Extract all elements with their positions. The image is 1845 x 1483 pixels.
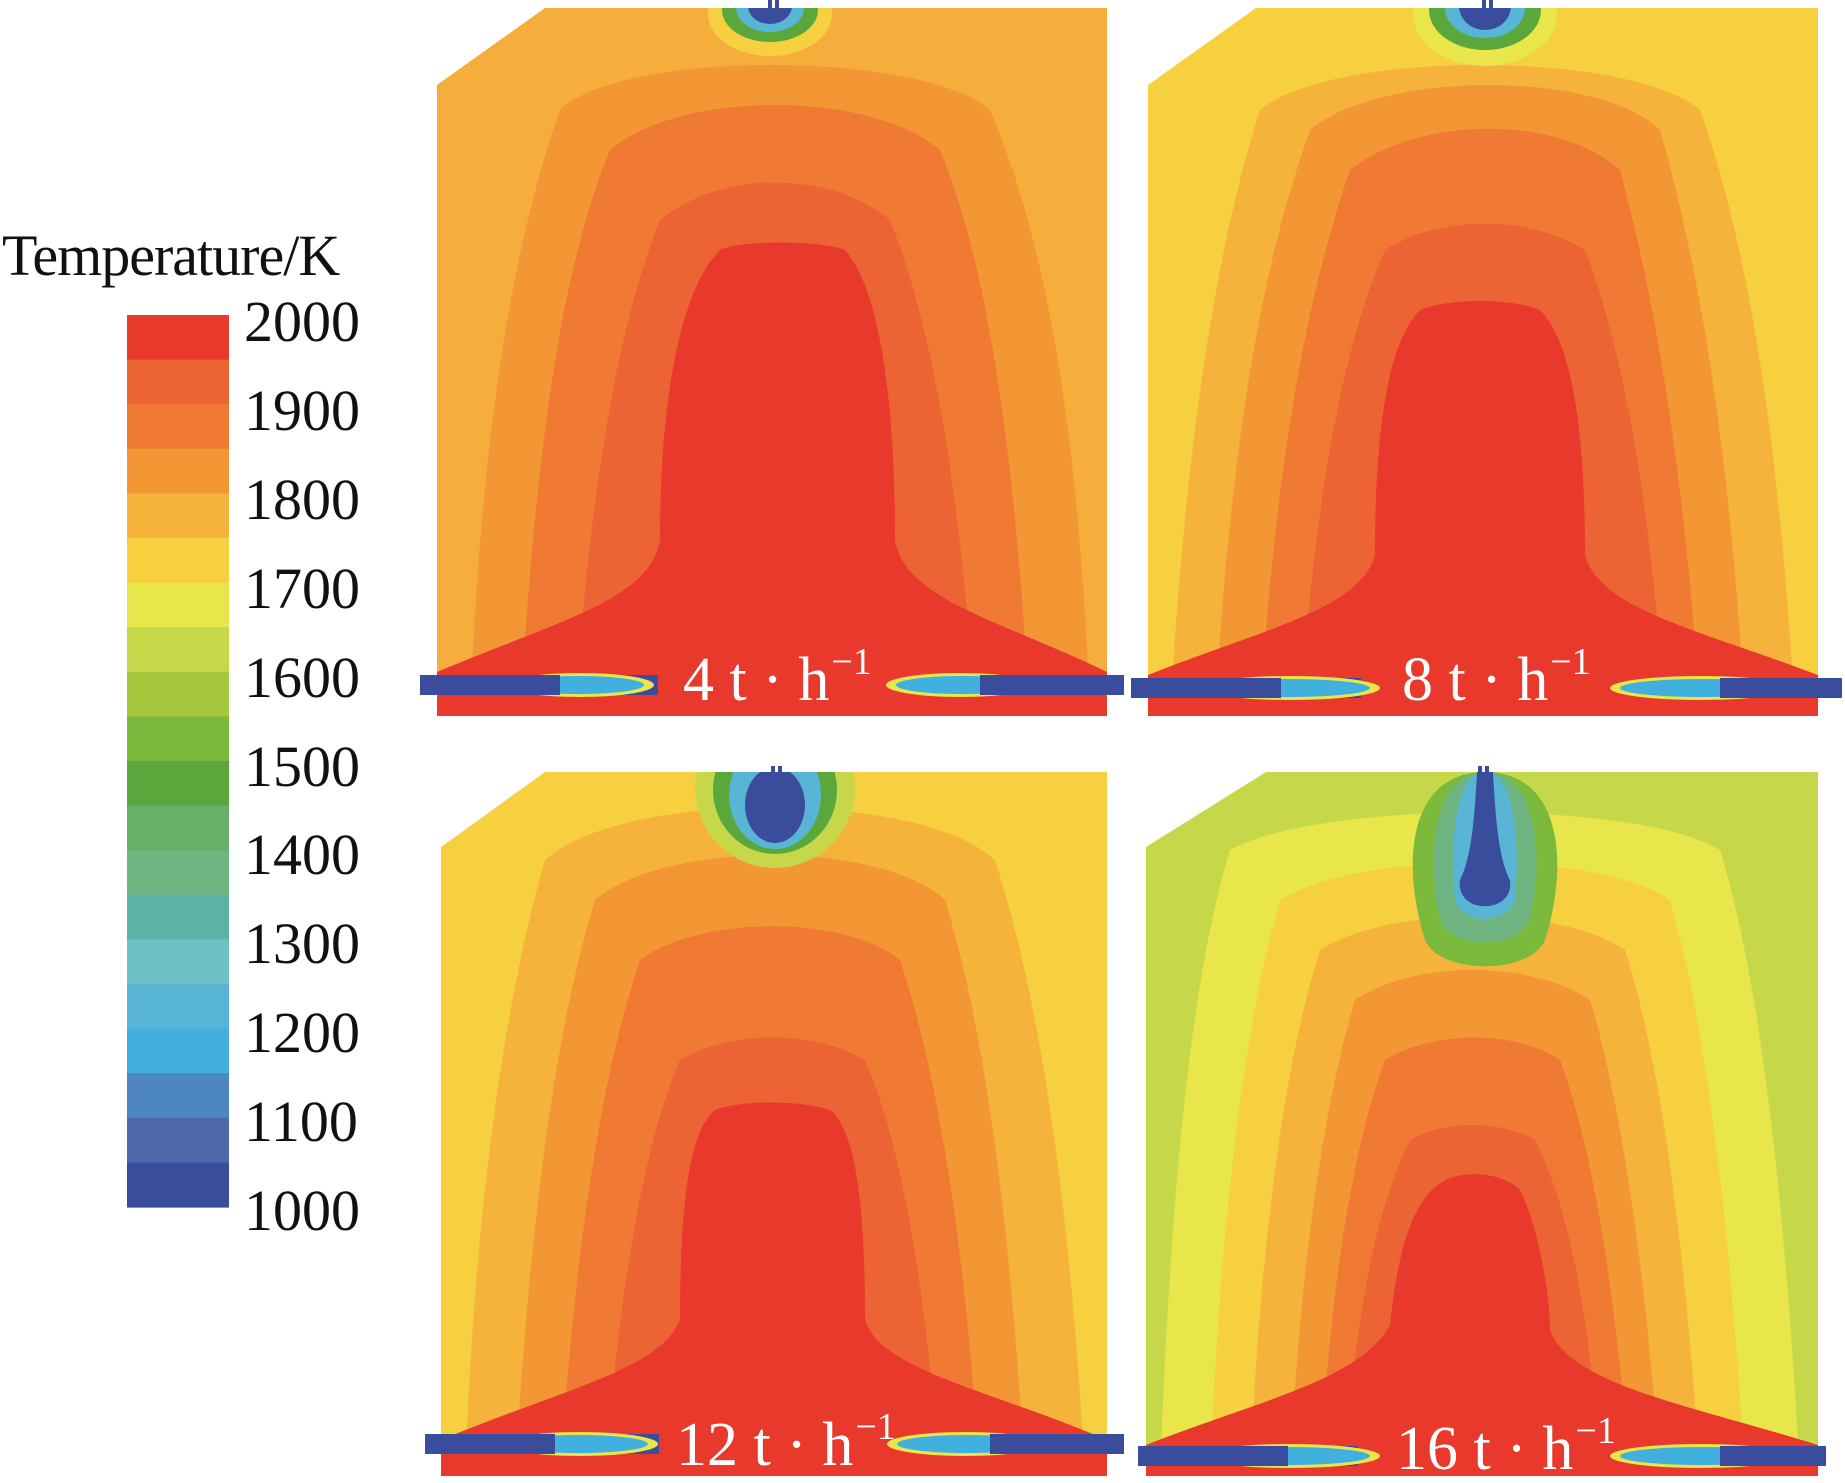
colorbar-title: Temperature/K — [2, 223, 340, 288]
colorbar-tick-label: 1100 — [244, 1089, 358, 1155]
colorbar-swatch — [127, 538, 229, 584]
colorbar — [127, 315, 229, 1208]
colorbar-tick-label: 1400 — [244, 822, 360, 888]
panel-label-4: 4 t · h−1 — [683, 643, 872, 711]
panel-label-12: 12 t · h−1 — [676, 1408, 896, 1476]
colorbar-swatch — [127, 805, 229, 851]
colorbar-tick-label: 1200 — [244, 1000, 360, 1066]
panel-12-inlets — [425, 766, 1124, 1456]
colorbar-swatch — [127, 894, 229, 940]
panel-label-exponent: −1 — [1575, 1410, 1616, 1452]
colorbar-swatch — [127, 1117, 229, 1163]
panel-label-text: 8 t · h — [1402, 646, 1549, 714]
panel-8-inlets — [1131, 0, 1842, 700]
colorbar-swatch — [127, 939, 229, 985]
panel-4-inlets — [420, 0, 1124, 697]
panel-label-8: 8 t · h−1 — [1402, 643, 1591, 711]
colorbar-swatch — [127, 493, 229, 539]
colorbar-swatch — [127, 359, 229, 405]
colorbar-tick-label: 1000 — [244, 1178, 360, 1243]
panel-label-exponent: −1 — [831, 641, 872, 683]
colorbar-tick-label: 1800 — [244, 466, 360, 532]
colorbar-swatch — [127, 716, 229, 762]
colorbar-swatch — [127, 984, 229, 1030]
panel-label-16: 16 t · h−1 — [1396, 1412, 1616, 1480]
colorbar-swatch — [127, 850, 229, 896]
colorbar-swatch — [127, 448, 229, 494]
colorbar-swatch — [127, 582, 229, 628]
colorbar-swatch — [127, 1073, 229, 1119]
colorbar-swatch — [127, 671, 229, 717]
colorbar-swatch — [127, 1028, 229, 1074]
colorbar-tick-label: 1300 — [244, 911, 360, 977]
contour-panel-12 — [441, 772, 1107, 1476]
panel-label-exponent: −1 — [855, 1406, 896, 1448]
colorbar-swatch — [127, 1162, 229, 1208]
panel-label-text: 16 t · h — [1396, 1415, 1574, 1483]
panel-label-exponent: −1 — [1550, 641, 1591, 683]
colorbar-tick-label: 1700 — [244, 555, 360, 621]
contour-panel-4 — [437, 8, 1107, 716]
colorbar-tick-label: 2000 — [244, 289, 360, 354]
colorbar-swatch — [127, 627, 229, 673]
colorbar-tick-label: 1900 — [244, 377, 360, 443]
colorbar-swatch — [127, 761, 229, 807]
contour-panel-16 — [1146, 772, 1818, 1476]
colorbar-swatch — [127, 315, 229, 361]
panel-label-text: 12 t · h — [676, 1411, 854, 1479]
panel-label-text: 4 t · h — [683, 646, 830, 714]
colorbar-tick-label: 1600 — [244, 644, 360, 710]
colorbar-swatch — [127, 404, 229, 450]
contour-panel-8 — [1148, 8, 1818, 716]
panel-16-inlets — [1138, 766, 1826, 1468]
colorbar-tick-label: 1500 — [244, 733, 360, 799]
